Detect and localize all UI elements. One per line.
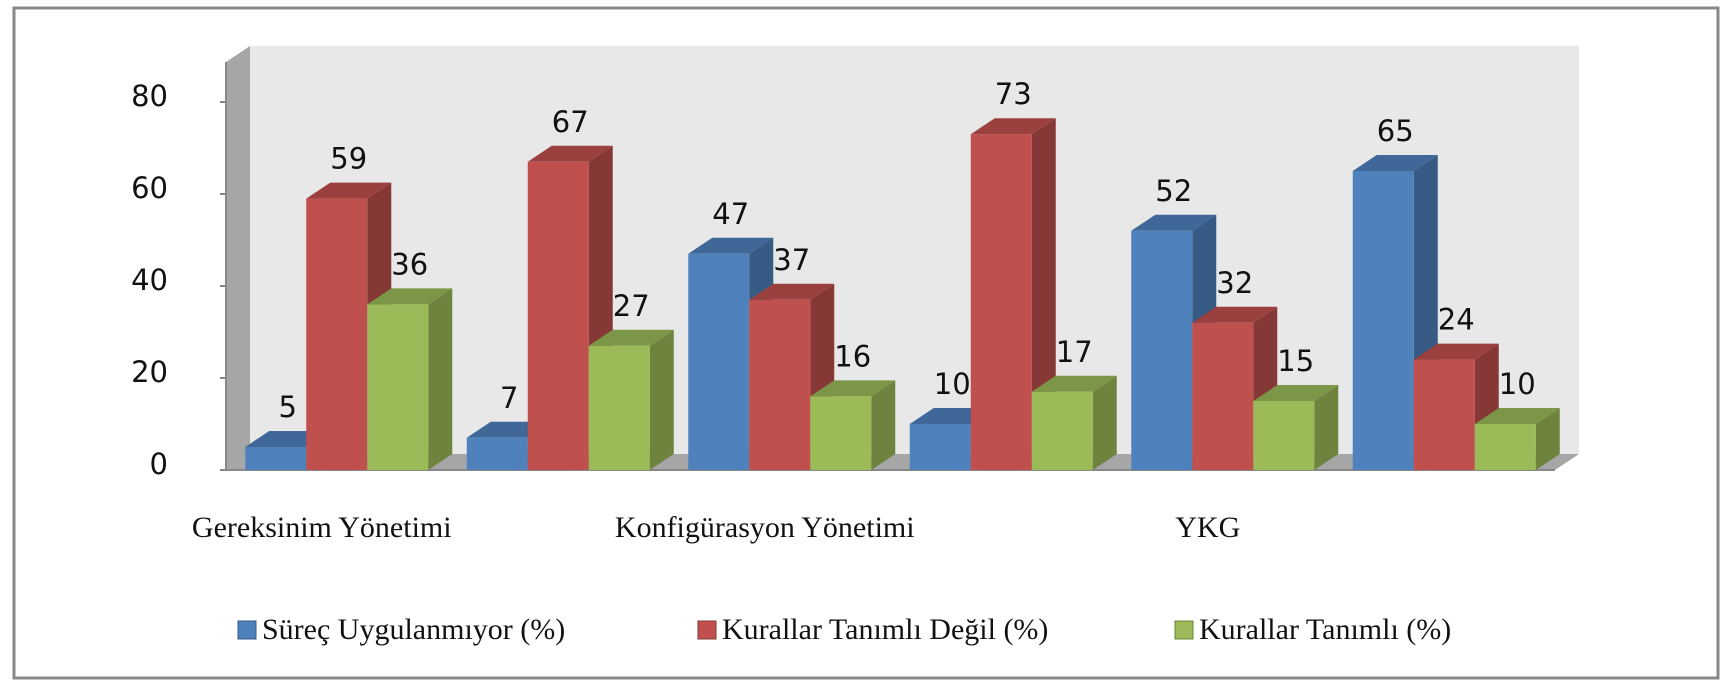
x-tick-label: YKG: [1175, 511, 1240, 544]
value-label: 7: [500, 381, 518, 415]
bar-top: [1192, 306, 1278, 323]
value-label: 24: [1438, 303, 1475, 337]
bar-front: [367, 304, 429, 470]
bar-side: [1092, 375, 1117, 470]
bar-top: [1352, 155, 1438, 171]
bar-side: [1535, 408, 1560, 470]
bar-front: [1253, 401, 1315, 470]
bar: [1031, 375, 1117, 470]
value-label: 59: [330, 142, 367, 176]
bar-top: [688, 237, 774, 254]
bar-side: [428, 288, 453, 470]
value-label: 52: [1155, 174, 1192, 208]
bar: [810, 380, 896, 470]
bar-top: [588, 329, 674, 346]
value-label: 47: [712, 197, 749, 231]
bar-side: [1314, 385, 1339, 470]
y-tick-label: 0: [150, 447, 168, 481]
bar: [367, 288, 453, 470]
bar-top: [1413, 343, 1499, 360]
bar-top: [1474, 408, 1560, 424]
bar-front: [970, 134, 1032, 470]
value-label: 36: [391, 247, 428, 281]
bar-top: [306, 182, 392, 199]
bar-top: [749, 283, 835, 300]
value-label: 10: [934, 367, 971, 401]
bar-side: [649, 329, 674, 470]
x-tick-label: Gereksinim Yönetimi: [192, 511, 452, 544]
value-label: 73: [995, 77, 1032, 111]
bar-front: [1192, 322, 1254, 470]
bar: [970, 118, 1056, 470]
value-label: 10: [1499, 367, 1536, 401]
legend-label: Kurallar Tanımlı Değil (%): [722, 613, 1048, 646]
bar-top: [527, 145, 613, 162]
bar-front: [688, 253, 750, 470]
bar-front: [466, 437, 528, 470]
bar-top: [1031, 375, 1117, 392]
bar-top: [367, 288, 453, 305]
value-label: 67: [552, 105, 589, 139]
y-tick-label: 80: [131, 79, 168, 113]
value-label: 15: [1277, 344, 1314, 378]
bar-front: [1131, 230, 1193, 470]
bar-top: [810, 380, 896, 397]
y-tick-label: 60: [131, 171, 168, 205]
value-label: 5: [279, 390, 297, 424]
bar-side: [871, 380, 896, 470]
legend-label: Süreç Uygulanmıyor (%): [262, 613, 565, 646]
value-label: 17: [1056, 335, 1093, 369]
bar-front: [527, 161, 589, 471]
value-label: 32: [1216, 266, 1253, 300]
bar-front: [588, 345, 650, 470]
value-label: 65: [1377, 114, 1414, 148]
bar-front: [1413, 359, 1475, 470]
legend-swatch: [1174, 620, 1194, 640]
value-label: 16: [834, 339, 871, 373]
bar-top: [970, 118, 1056, 135]
legend-swatch: [237, 620, 257, 640]
bar: [1253, 385, 1339, 470]
bar-front: [1352, 171, 1414, 470]
bar-front: [810, 396, 872, 470]
bar-top: [1253, 385, 1339, 401]
bar-top: [1131, 214, 1217, 231]
y-tick-label: 40: [131, 263, 168, 297]
bar: [588, 329, 674, 470]
legend-label: Kurallar Tanımlı (%): [1199, 613, 1451, 646]
bar-front: [245, 447, 307, 470]
bar-front: [1031, 391, 1093, 470]
value-label: 27: [613, 289, 650, 323]
value-label: 37: [773, 243, 810, 277]
bar-front: [749, 299, 811, 470]
side-wall: [226, 46, 250, 470]
bar-front: [909, 424, 971, 470]
bar: [1474, 408, 1560, 470]
bar-front: [306, 198, 368, 470]
x-tick-label: Konfigürasyon Yönetimi: [615, 511, 915, 544]
legend-swatch: [697, 620, 717, 640]
y-tick-label: 20: [131, 355, 168, 389]
bar-front: [1474, 424, 1536, 470]
